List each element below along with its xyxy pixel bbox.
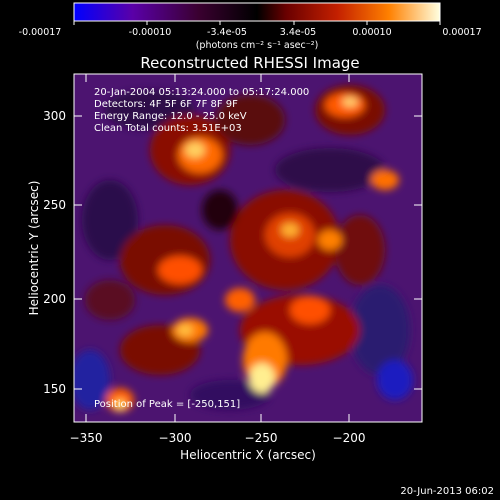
annotation-energy: Energy Range: 12.0 - 25.0 keV	[94, 111, 247, 122]
colorbar-tick-label: 0.00017	[442, 27, 481, 38]
colorbar-tick-label: 0.00010	[352, 27, 391, 38]
annotation-time-range: 20-Jan-2004 05:13:24.000 to 05:17:24.000	[94, 87, 309, 98]
annotation-peak: Position of Peak = [-250,151]	[94, 399, 240, 410]
y-axis-label: Heliocentric Y (arcsec)	[27, 181, 41, 316]
colorbar-tick-label: -3.4e-05	[207, 27, 247, 38]
colorbar-tick-label: -0.00017	[19, 27, 62, 38]
colorbar-tick-label: 3.4e-05	[280, 27, 316, 38]
plot-frame	[73, 73, 423, 423]
y-tick-label: 150	[43, 382, 66, 396]
colorbar-unit-label: (photons cm⁻² s⁻¹ asec⁻²)	[196, 40, 319, 51]
x-tick-label: −200	[333, 431, 366, 445]
x-tick-label: −250	[245, 431, 278, 445]
x-tick-label: −350	[70, 431, 103, 445]
x-tick-label: −300	[159, 431, 192, 445]
annotations: 20-Jan-2004 05:13:24.000 to 05:17:24.000…	[94, 87, 309, 410]
footer-timestamp: 20-Jun-2013 06:02	[400, 486, 494, 497]
x-axis-label: Heliocentric X (arcsec)	[180, 448, 316, 462]
annotation-clean: Clean Total counts: 3.51E+03	[94, 123, 242, 134]
rhessi-image	[74, 74, 422, 422]
y-tick-label: 250	[43, 198, 66, 212]
x-axis-ticks	[85, 74, 350, 422]
y-tick-label: 300	[43, 109, 66, 123]
plot-title: Reconstructed RHESSI Image	[140, 54, 359, 72]
colorbar-ticks	[73, 21, 441, 25]
y-tick-label: 200	[43, 292, 66, 306]
x-tick-labels: −350 −300 −250 −200	[70, 431, 366, 445]
annotation-detectors: Detectors: 4F 5F 6F 7F 8F 9F	[94, 99, 238, 110]
colorbar-tick-labels: -0.00017 -0.00010 -3.4e-05 3.4e-05 0.000…	[19, 27, 482, 38]
y-axis-ticks	[74, 115, 422, 390]
y-tick-labels: 300 250 200 150	[43, 109, 66, 396]
colorbar-tick-label: -0.00010	[129, 27, 172, 38]
colorbar	[73, 2, 441, 22]
